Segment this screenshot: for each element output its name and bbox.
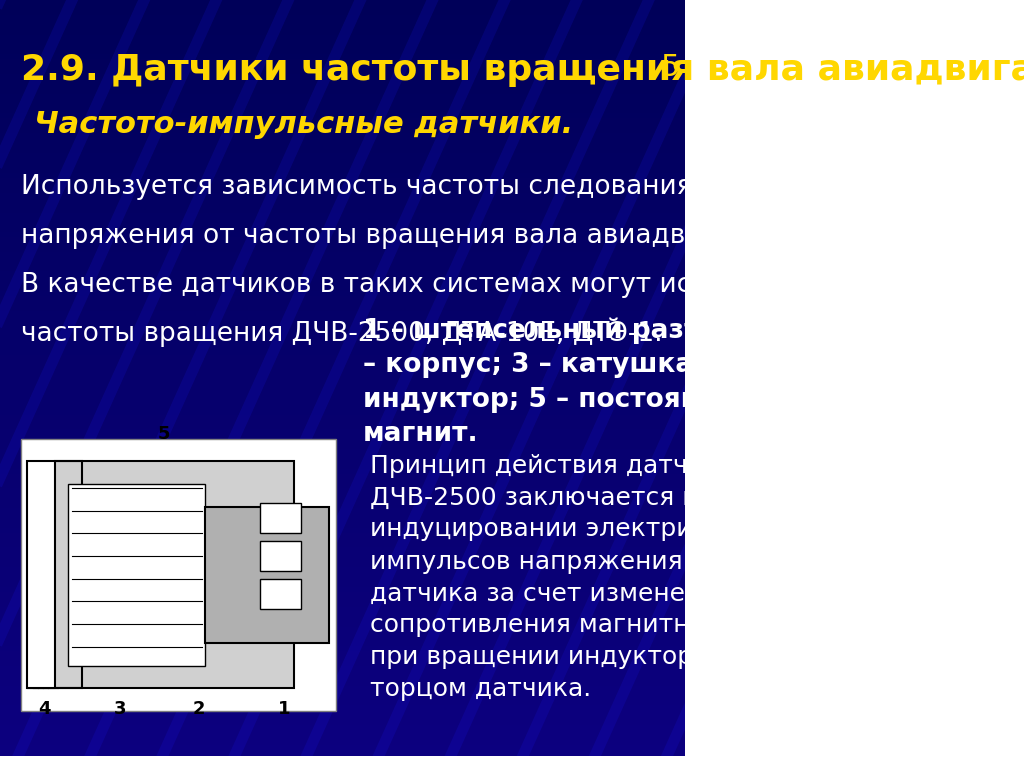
- Text: Частото-импульсные датчики.: Частото-импульсные датчики.: [34, 110, 573, 139]
- Text: 2: 2: [193, 700, 205, 718]
- Text: Принцип действия датчика
ДЧВ-2500 заключается в
индуцировании электрических
импу: Принцип действия датчика ДЧВ-2500 заключ…: [370, 454, 823, 701]
- Text: напряжения от частоты вращения вала авиадвигателя.: напряжения от частоты вращения вала авиа…: [20, 223, 805, 249]
- Text: 3: 3: [114, 700, 126, 718]
- FancyBboxPatch shape: [206, 507, 329, 643]
- Text: частоты вращения ДЧВ-2500, ДТА-10Е, ДТЭ-1.: частоты вращения ДЧВ-2500, ДТА-10Е, ДТЭ-…: [20, 321, 663, 347]
- Text: 4: 4: [38, 700, 51, 718]
- Text: 5: 5: [158, 424, 171, 443]
- Text: 2.9. Датчики частоты вращения вала авиадвигателя: 2.9. Датчики частоты вращения вала авиад…: [20, 53, 1024, 87]
- Text: 5: 5: [660, 53, 680, 82]
- Text: 1: 1: [278, 700, 291, 718]
- FancyBboxPatch shape: [69, 484, 206, 666]
- FancyBboxPatch shape: [260, 503, 301, 533]
- FancyBboxPatch shape: [20, 439, 336, 711]
- Text: Используется зависимость частоты следования электрических импульсов: Используется зависимость частоты следова…: [20, 174, 1024, 200]
- FancyBboxPatch shape: [54, 462, 295, 688]
- Text: 1 – штепсельный разъем; 2
– корпус; 3 – катушка; 4 –
индуктор; 5 – постоянный
ма: 1 – штепсельный разъем; 2 – корпус; 3 – …: [362, 318, 781, 447]
- Text: В качестве датчиков в таких системах могут использоваться датчики: В качестве датчиков в таких системах мог…: [20, 272, 1004, 298]
- FancyBboxPatch shape: [260, 541, 301, 571]
- FancyBboxPatch shape: [260, 578, 301, 609]
